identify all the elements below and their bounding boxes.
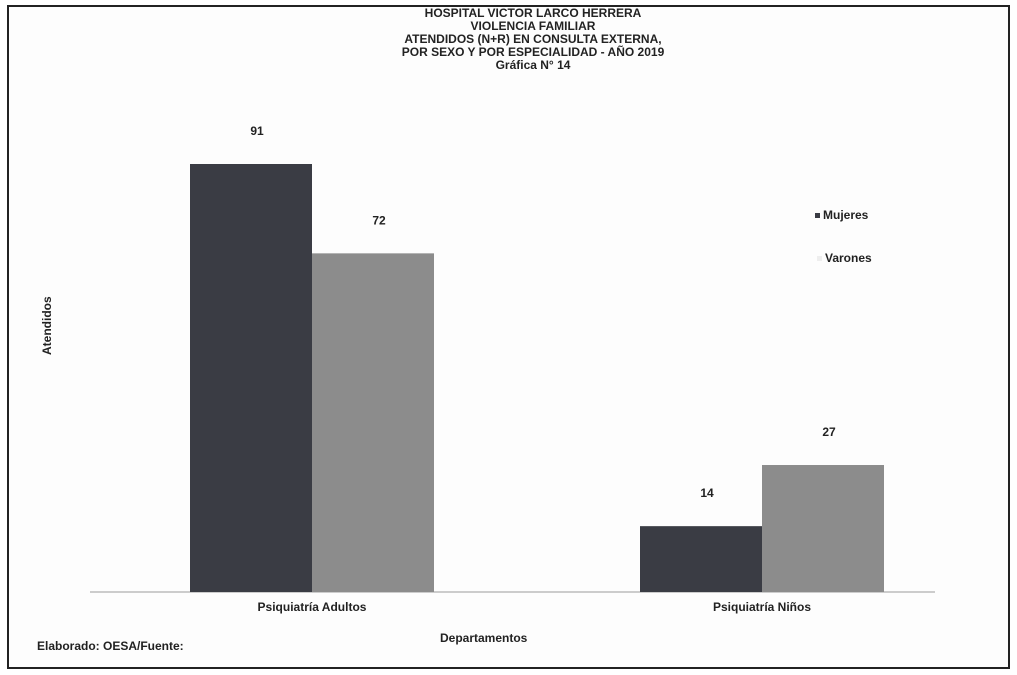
footer-credit: Elaborado: OESA/Fuente: (37, 639, 184, 653)
bar-mujeres-1 (640, 526, 762, 592)
bar-varones-0 (312, 253, 434, 592)
data-label-mujeres-0: 91 (250, 124, 264, 138)
bars-group (190, 164, 884, 592)
data-label-mujeres-1: 14 (700, 486, 714, 500)
title-line-4: POR SEXO Y POR ESPECIALIDAD - AÑO 2019 (401, 45, 665, 59)
title-line-1: HOSPITAL VICTOR LARCO HERRERA (424, 6, 642, 20)
legend-label-mujeres: Mujeres (823, 208, 869, 222)
x-axis-label: Departamentos (440, 631, 528, 645)
data-label-varones-0: 72 (372, 213, 386, 227)
bar-varones-1 (762, 465, 884, 592)
chart-title: HOSPITAL VICTOR LARCO HERRERA VIOLENCIA … (0, 7, 1017, 72)
y-axis-label: Atendidos (40, 296, 54, 355)
category-labels-group: Psiquiatría Adultos Psiquiatría Niños (258, 600, 812, 614)
category-label-0: Psiquiatría Adultos (258, 600, 367, 614)
data-label-varones-1: 27 (822, 425, 836, 439)
title-line-2: VIOLENCIA FAMILIAR (470, 19, 596, 33)
title-line-3: ATENDIDOS (N+R) EN CONSULTA EXTERNA, (404, 32, 662, 46)
bar-mujeres-0 (190, 164, 312, 592)
title-line-5: Gráfica N° 14 (495, 58, 571, 72)
legend-swatch-mujeres (815, 213, 820, 219)
legend-item-varones: Varones (817, 251, 872, 265)
category-label-1: Psiquiatría Niños (713, 600, 811, 614)
legend-item-mujeres: Mujeres (815, 208, 868, 222)
legend-label-varones: Varones (825, 251, 872, 265)
bar-labels-group: 91 72 14 27 (250, 124, 836, 500)
legend-swatch-varones (817, 256, 822, 262)
